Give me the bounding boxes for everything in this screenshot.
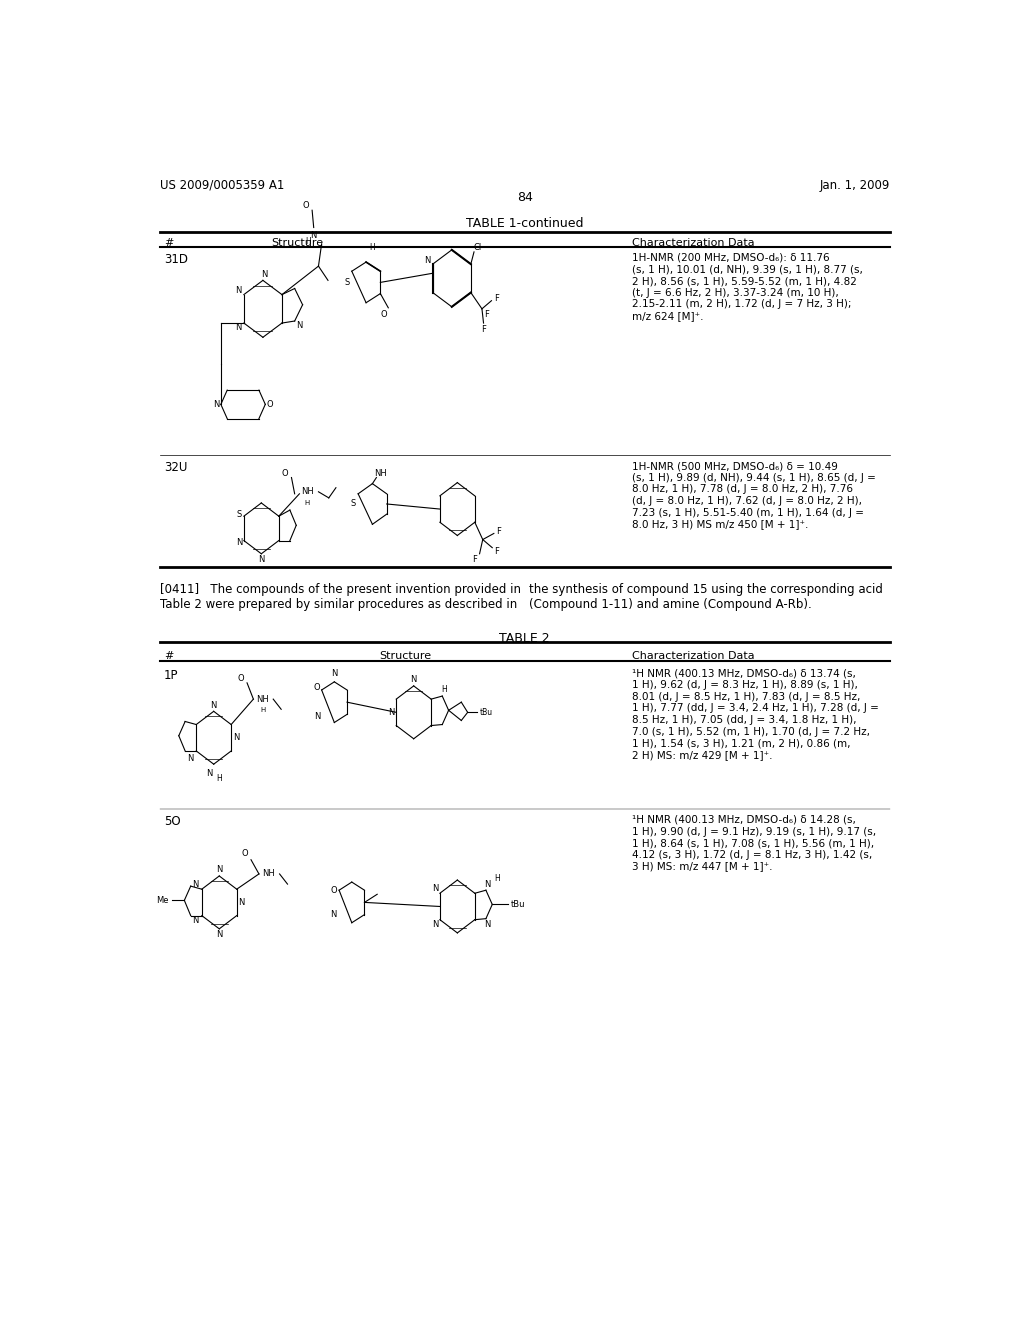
Text: tBu: tBu <box>510 900 525 909</box>
Text: #: # <box>164 238 173 248</box>
Text: #: # <box>164 651 173 661</box>
Text: N: N <box>216 866 222 874</box>
Text: NH: NH <box>374 469 387 478</box>
Text: 31D: 31D <box>164 253 187 265</box>
Text: TABLE 2: TABLE 2 <box>500 632 550 645</box>
Text: TABLE 1-continued: TABLE 1-continued <box>466 218 584 231</box>
Text: NH: NH <box>262 870 274 878</box>
Text: S: S <box>344 279 349 286</box>
Text: N: N <box>432 920 438 929</box>
Text: N: N <box>331 669 338 678</box>
Text: O: O <box>313 684 321 693</box>
Text: N: N <box>207 768 213 777</box>
Text: [0411]   The compounds of the present invention provided in
Table 2 were prepare: [0411] The compounds of the present inve… <box>160 583 521 611</box>
Text: H: H <box>260 708 265 713</box>
Text: H: H <box>216 774 222 783</box>
Text: N: N <box>313 711 321 721</box>
Text: N: N <box>296 321 303 330</box>
Text: N: N <box>236 286 242 296</box>
Text: N: N <box>432 883 438 892</box>
Text: N: N <box>216 931 222 940</box>
Text: F: F <box>497 527 501 536</box>
Text: N: N <box>424 256 430 264</box>
Text: F: F <box>484 310 489 319</box>
Text: N: N <box>211 701 217 710</box>
Text: 32U: 32U <box>164 461 187 474</box>
Text: Characterization Data: Characterization Data <box>632 238 755 248</box>
Text: N: N <box>484 879 490 888</box>
Text: Characterization Data: Characterization Data <box>632 651 755 661</box>
Text: N: N <box>388 708 394 717</box>
Text: F: F <box>495 548 500 556</box>
Text: Structure: Structure <box>270 238 323 248</box>
Text: O: O <box>302 201 309 210</box>
Text: tBu: tBu <box>480 708 494 717</box>
Text: S: S <box>351 499 356 508</box>
Text: N: N <box>186 754 194 763</box>
Text: O: O <box>242 849 248 858</box>
Text: NH: NH <box>301 487 313 496</box>
Text: Cl: Cl <box>473 243 481 252</box>
Text: US 2009/0005359 A1: US 2009/0005359 A1 <box>160 178 284 191</box>
Text: ¹H NMR (400.13 MHz, DMSO-d₆) δ 13.74 (s,
1 H), 9.62 (d, J = 8.3 Hz, 1 H), 8.89 (: ¹H NMR (400.13 MHz, DMSO-d₆) δ 13.74 (s,… <box>632 669 879 760</box>
Text: N: N <box>484 920 490 929</box>
Text: N: N <box>258 556 264 565</box>
Text: N: N <box>236 322 242 331</box>
Text: N: N <box>261 269 267 279</box>
Text: N: N <box>331 909 337 919</box>
Text: Structure: Structure <box>380 651 432 661</box>
Text: F: F <box>494 294 499 304</box>
Text: 5O: 5O <box>164 814 180 828</box>
Text: O: O <box>266 400 273 409</box>
Text: N: N <box>193 916 199 925</box>
Text: Me: Me <box>156 896 168 906</box>
Text: 1P: 1P <box>164 669 178 681</box>
Text: N: N <box>232 733 240 742</box>
Text: O: O <box>238 675 244 684</box>
Text: ¹H NMR (400.13 MHz, DMSO-d₆) δ 14.28 (s,
1 H), 9.90 (d, J = 9.1 Hz), 9.19 (s, 1 : ¹H NMR (400.13 MHz, DMSO-d₆) δ 14.28 (s,… <box>632 814 877 871</box>
Text: H: H <box>441 685 446 694</box>
Text: O: O <box>380 310 387 319</box>
Text: N: N <box>411 676 417 684</box>
Text: H: H <box>495 874 500 883</box>
Text: N: N <box>310 231 316 240</box>
Text: O: O <box>330 886 337 895</box>
Text: 1H-NMR (200 MHz, DMSO-d₆): δ 11.76
(s, 1 H), 10.01 (d, NH), 9.39 (s, 1 H), 8.77 : 1H-NMR (200 MHz, DMSO-d₆): δ 11.76 (s, 1… <box>632 253 863 321</box>
Text: H: H <box>370 243 376 252</box>
Text: the synthesis of compound 15 using the corresponding acid
(Compound 1-11) and am: the synthesis of compound 15 using the c… <box>528 583 883 611</box>
Text: H: H <box>305 238 311 247</box>
Text: S: S <box>237 510 242 519</box>
Text: N: N <box>236 539 243 546</box>
Text: NH: NH <box>257 694 269 704</box>
Text: N: N <box>213 400 219 409</box>
Text: F: F <box>472 556 477 565</box>
Text: 84: 84 <box>517 191 532 203</box>
Text: N: N <box>193 879 199 888</box>
Text: 1H-NMR (500 MHz, DMSO-d₆) δ = 10.49
(s, 1 H), 9.89 (d, NH), 9.44 (s, 1 H), 8.65 : 1H-NMR (500 MHz, DMSO-d₆) δ = 10.49 (s, … <box>632 461 876 529</box>
Text: Jan. 1, 2009: Jan. 1, 2009 <box>819 178 890 191</box>
Text: H: H <box>305 500 310 506</box>
Text: O: O <box>282 469 289 478</box>
Text: F: F <box>481 325 486 334</box>
Text: N: N <box>239 898 245 907</box>
